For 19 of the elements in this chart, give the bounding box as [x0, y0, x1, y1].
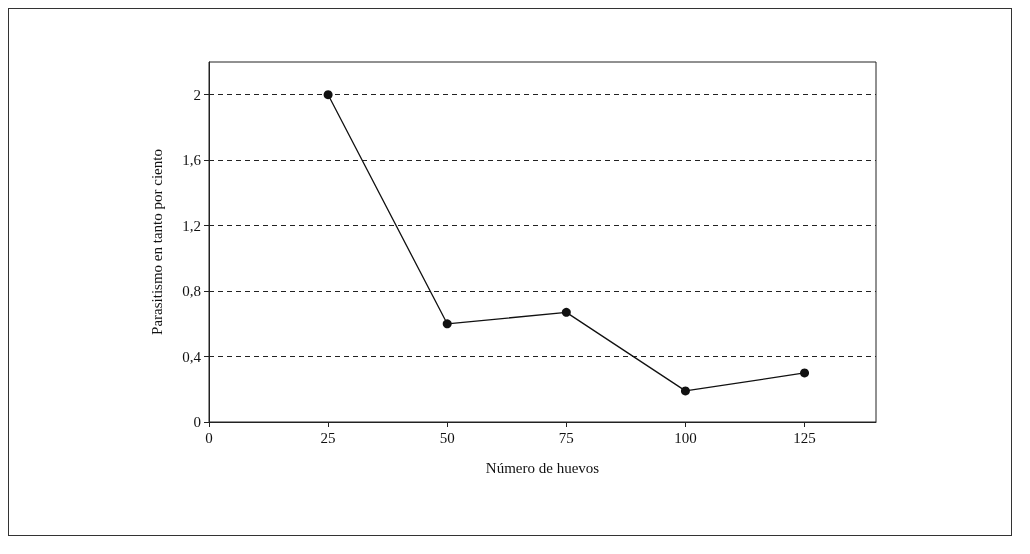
x-tick-label: 0 [205, 429, 213, 446]
point [442, 319, 452, 329]
y-tick-label: 0 [193, 414, 201, 430]
x-tick-label: 125 [793, 429, 816, 446]
y-tick-label: 1,6 [182, 152, 202, 169]
y-tick-label: 2 [193, 86, 201, 103]
x-tick-label: 50 [439, 429, 455, 446]
point [800, 368, 810, 378]
point [561, 307, 571, 317]
x-tick-label: 75 [558, 429, 574, 446]
y-tick-label: 0,8 [182, 283, 201, 300]
point [680, 386, 690, 396]
point [323, 90, 333, 100]
y-tick-label: 1,2 [182, 217, 201, 234]
x-axis-title: Número de huevos [485, 459, 600, 476]
x-tick-label: 100 [674, 429, 697, 446]
y-tick-label: 0,4 [182, 348, 202, 365]
x-tick-label: 25 [320, 429, 336, 446]
y-axis-title: Parasitismo en tanto por ciento [148, 149, 165, 335]
